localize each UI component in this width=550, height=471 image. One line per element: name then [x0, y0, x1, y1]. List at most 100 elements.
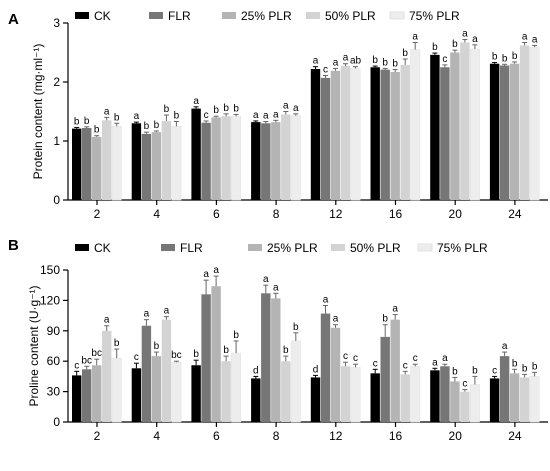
bar — [171, 361, 182, 423]
significance-label: b — [223, 103, 229, 114]
bar — [370, 373, 380, 422]
significance-label: a — [293, 103, 299, 114]
y-tick-label: 150 — [40, 263, 60, 277]
x-tick-label: 12 — [329, 429, 343, 443]
significance-label: a — [164, 306, 170, 317]
x-tick-label: 6 — [213, 207, 220, 221]
significance-label: b — [114, 112, 120, 123]
y-tick-label: 3 — [53, 16, 60, 30]
x-tick-label: 20 — [449, 207, 463, 221]
bar — [310, 377, 321, 422]
bar — [430, 54, 440, 200]
significance-label: b — [223, 345, 229, 356]
bar — [141, 325, 152, 422]
significance-label: a — [432, 357, 438, 368]
bar — [390, 319, 400, 422]
bar — [290, 115, 301, 201]
bar — [519, 45, 530, 200]
bar — [161, 319, 172, 422]
bar — [251, 378, 261, 422]
legend-label: CK — [94, 9, 111, 23]
bar — [231, 352, 242, 423]
significance-label: b — [84, 116, 90, 127]
significance-label: c — [442, 54, 447, 65]
significance-label: c — [204, 110, 209, 121]
bar — [92, 136, 102, 200]
significance-label: b — [452, 39, 458, 50]
legend-swatch — [248, 244, 262, 251]
significance-label: bc — [81, 355, 92, 366]
bar — [82, 128, 92, 200]
x-tick-label: 4 — [153, 207, 160, 221]
bar — [529, 376, 540, 423]
significance-label: a — [283, 101, 289, 112]
bar — [350, 68, 361, 201]
significance-label: a — [253, 110, 259, 121]
significance-label: c — [323, 65, 328, 76]
bar — [509, 373, 520, 422]
bar — [469, 48, 480, 201]
significance-label: c — [492, 365, 497, 376]
significance-label: b — [114, 338, 120, 349]
panel-letter: B — [8, 237, 19, 254]
bar — [221, 116, 231, 200]
significance-label: b — [512, 358, 518, 369]
bar — [111, 126, 122, 201]
significance-label: a — [462, 29, 468, 40]
bar — [390, 71, 400, 200]
bar — [111, 357, 122, 423]
significance-label: b — [154, 341, 160, 352]
bar — [469, 384, 480, 423]
bar — [519, 377, 530, 422]
x-tick-label: 6 — [213, 429, 220, 443]
significance-label: b — [512, 51, 518, 62]
bar — [460, 391, 470, 422]
bar — [211, 286, 221, 422]
significance-label: bc — [171, 350, 182, 361]
panel-letter: A — [8, 11, 19, 28]
bar — [251, 122, 261, 200]
bar — [261, 293, 271, 422]
significance-label: b — [174, 111, 180, 122]
legend-swatch — [75, 12, 89, 19]
y-axis-label: Proline content (U·g⁻¹) — [27, 285, 41, 406]
y-tick-label: 90 — [47, 324, 61, 338]
significance-label: a — [412, 31, 418, 42]
legend-label: 50% PLR — [350, 241, 401, 255]
significance-label: c — [403, 360, 408, 371]
bar — [410, 49, 421, 201]
significance-label: a — [104, 315, 110, 326]
bar — [92, 365, 102, 422]
legend-label: 25% PLR — [267, 241, 318, 255]
bar — [320, 313, 331, 422]
significance-label: b — [382, 314, 388, 325]
y-tick-label: 2 — [53, 75, 60, 89]
bar — [489, 378, 500, 422]
bar — [271, 122, 281, 200]
bar — [281, 114, 291, 200]
bar — [400, 374, 410, 422]
bar — [440, 67, 450, 200]
bar — [330, 70, 341, 200]
bar — [201, 294, 211, 422]
significance-label: b — [492, 52, 498, 63]
significance-label: d — [253, 365, 259, 376]
bar — [529, 46, 540, 201]
significance-label: c — [373, 358, 378, 369]
bar — [131, 123, 142, 200]
bar — [320, 77, 331, 200]
significance-label: c — [413, 353, 418, 364]
bar — [191, 365, 201, 422]
significance-label: b — [452, 366, 458, 377]
legend-swatch — [331, 244, 345, 251]
bar — [350, 367, 361, 423]
bar — [271, 298, 281, 422]
significance-label: a — [144, 309, 150, 320]
bar — [231, 115, 242, 201]
bar — [141, 133, 152, 200]
y-tick-label: 0 — [53, 193, 60, 207]
legend-label: CK — [94, 241, 111, 255]
significance-label: ab — [350, 56, 362, 67]
